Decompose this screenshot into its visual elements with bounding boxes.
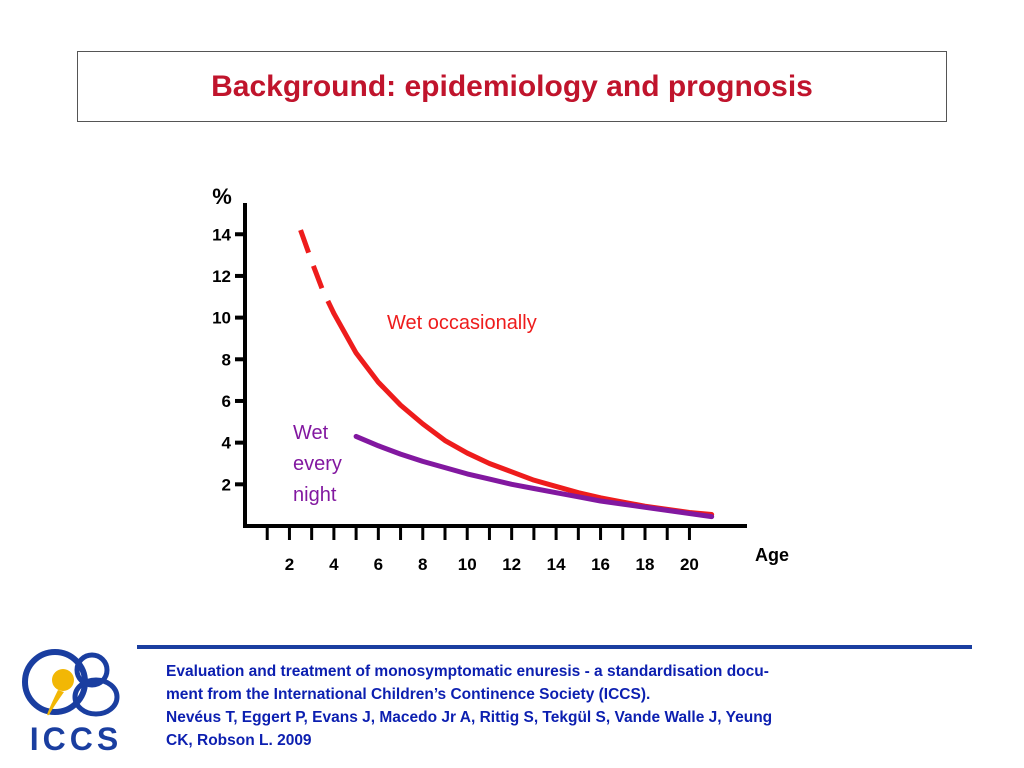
- x-tick-label: 12: [502, 555, 521, 574]
- series-line-dashed: [298, 229, 337, 315]
- title-box: Background: epidemiology and prognosis: [77, 51, 947, 122]
- series-label-wet-occasionally: Wet occasionally: [387, 312, 537, 334]
- y-tick-label: 10: [212, 309, 231, 328]
- x-tick-label: 8: [418, 555, 427, 574]
- citation: Evaluation and treatment of monosymptoma…: [166, 660, 966, 752]
- x-axis-label: Age: [755, 545, 789, 565]
- series-label-wet-every-night: every: [293, 453, 342, 475]
- x-tick-label: 4: [329, 555, 339, 574]
- y-tick-label: 14: [212, 225, 231, 244]
- x-tick-label: 16: [591, 555, 610, 574]
- chart-ticks: 2 4 6 8 10 12 14 2 4 6 8 10 12 14 16 18 20: [212, 225, 699, 574]
- chart-axes: [243, 203, 747, 528]
- iccs-logo: ICCS: [22, 649, 122, 757]
- x-tick-label: 18: [636, 555, 655, 574]
- y-axis-label: %: [212, 184, 232, 209]
- x-tick-label: 10: [458, 555, 477, 574]
- series-label-wet-every-night: Wet: [293, 422, 329, 444]
- x-tick-label: 6: [374, 555, 383, 574]
- x-tick-label: 20: [680, 555, 699, 574]
- y-tick-label: 6: [222, 392, 231, 411]
- logo-text: ICCS: [30, 721, 122, 757]
- citation-line: Evaluation and treatment of monosymptoma…: [166, 663, 769, 680]
- y-tick-label: 8: [222, 350, 231, 369]
- y-tick-label: 2: [222, 475, 231, 494]
- chart-series: [298, 229, 715, 520]
- slide-title: Background: epidemiology and prognosis: [211, 69, 813, 103]
- series-line: [353, 433, 715, 520]
- citation-line: ment from the International Children’s C…: [166, 686, 651, 703]
- series-label-wet-every-night: night: [293, 484, 337, 506]
- y-tick-label: 12: [212, 267, 231, 286]
- citation-line: CK, Robson L. 2009: [166, 732, 312, 749]
- chart-labels: % Age Wet occasionally Wet every night: [212, 184, 789, 565]
- x-tick-label: 2: [285, 555, 294, 574]
- citation-line: Nevéus T, Eggert P, Evans J, Macedo Jr A…: [166, 709, 773, 726]
- enuresis-prevalence-chart: 2 4 6 8 10 12 14 2 4 6 8 10 12 14 16 18 20 % Age Wet occas…: [212, 184, 789, 574]
- x-tick-label: 14: [547, 555, 566, 574]
- y-tick-label: 4: [222, 434, 232, 453]
- iccs-logo-mark: [22, 649, 120, 717]
- footer-divider: [137, 645, 972, 649]
